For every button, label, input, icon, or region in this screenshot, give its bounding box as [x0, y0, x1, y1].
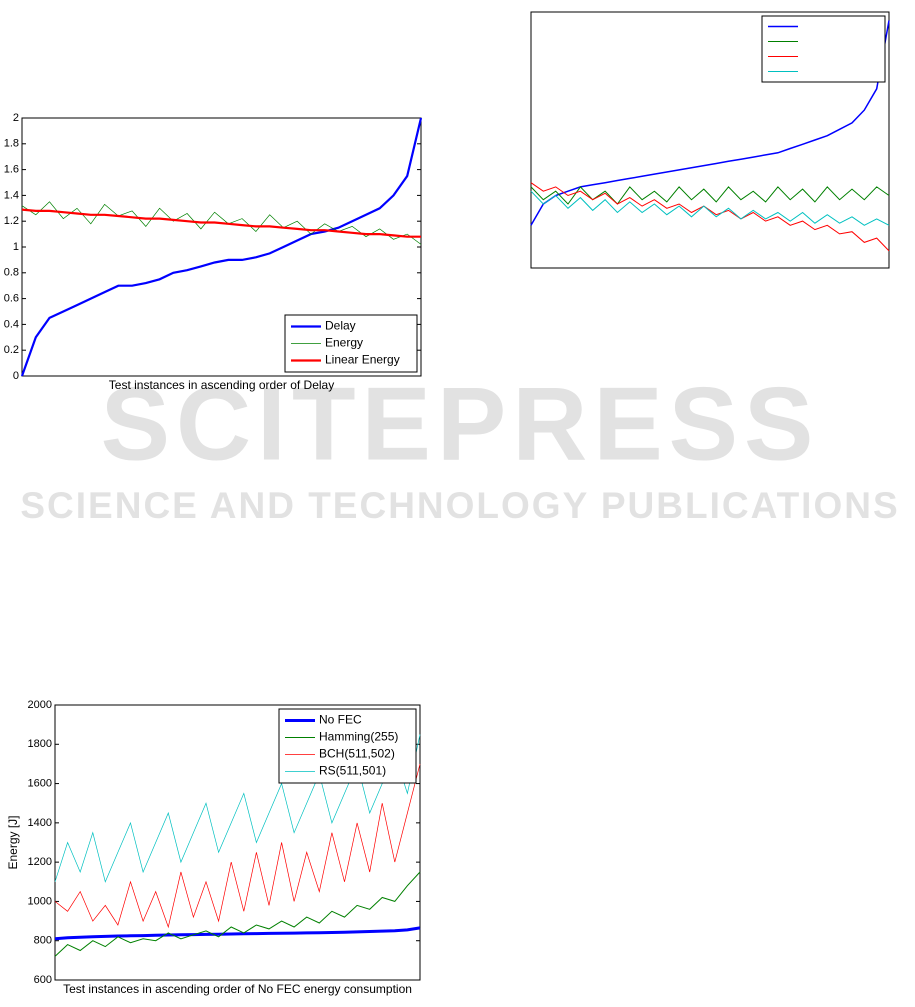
y-tick-label: 1.2 [4, 215, 19, 227]
y-tick-label: 0.2 [4, 344, 19, 356]
series-line [21, 201, 422, 245]
series-line [530, 190, 890, 226]
y-tick-label: 1400 [28, 817, 52, 829]
legend-label: Energy [325, 336, 363, 350]
series-line [20, 117, 423, 377]
legend-label: No FEC [319, 713, 362, 727]
y-tick-label: 1.4 [4, 189, 19, 201]
y-axis-label: Energy [J] [6, 815, 20, 869]
y-tick-label: 1800 [28, 738, 52, 750]
legend-label: BCH(511,502) [319, 747, 395, 761]
y-tick-label: 0.8 [4, 267, 19, 279]
legend-label: RS(511,501) [319, 764, 386, 778]
y-tick-label: 1600 [28, 777, 52, 789]
y-tick-label: 1 [13, 241, 19, 253]
y-tick-label: 2 [13, 112, 19, 124]
series-line [530, 186, 890, 205]
series-line [530, 20, 890, 226]
legend-label: Linear Energy [325, 353, 400, 367]
watermark-title: SCITEPRESS [101, 366, 820, 482]
series-line [54, 871, 421, 957]
series-line [54, 926, 421, 941]
series-line [530, 182, 890, 252]
y-tick-label: 0.6 [4, 293, 19, 305]
legend-label: Hamming(255) [319, 730, 398, 744]
y-tick-label: 1.8 [4, 138, 19, 150]
y-tick-label: 1.6 [4, 164, 19, 176]
x-axis-label: Test instances in ascending order of No … [63, 982, 412, 996]
watermark-subtitle: SCIENCE AND TECHNOLOGY PUBLICATIONS [20, 485, 899, 526]
y-tick-label: 800 [34, 935, 52, 947]
y-tick-label: 600 [34, 974, 52, 986]
series-line [54, 763, 421, 929]
y-tick-label: 1000 [28, 895, 52, 907]
series-line [21, 208, 421, 238]
y-tick-label: 0.4 [4, 318, 19, 330]
legend-label: Delay [325, 319, 356, 333]
y-tick-label: 0 [13, 370, 19, 382]
x-axis-label: Test instances in ascending order of Del… [109, 378, 334, 392]
y-tick-label: 1200 [28, 856, 52, 868]
y-tick-label: 2000 [28, 699, 52, 711]
